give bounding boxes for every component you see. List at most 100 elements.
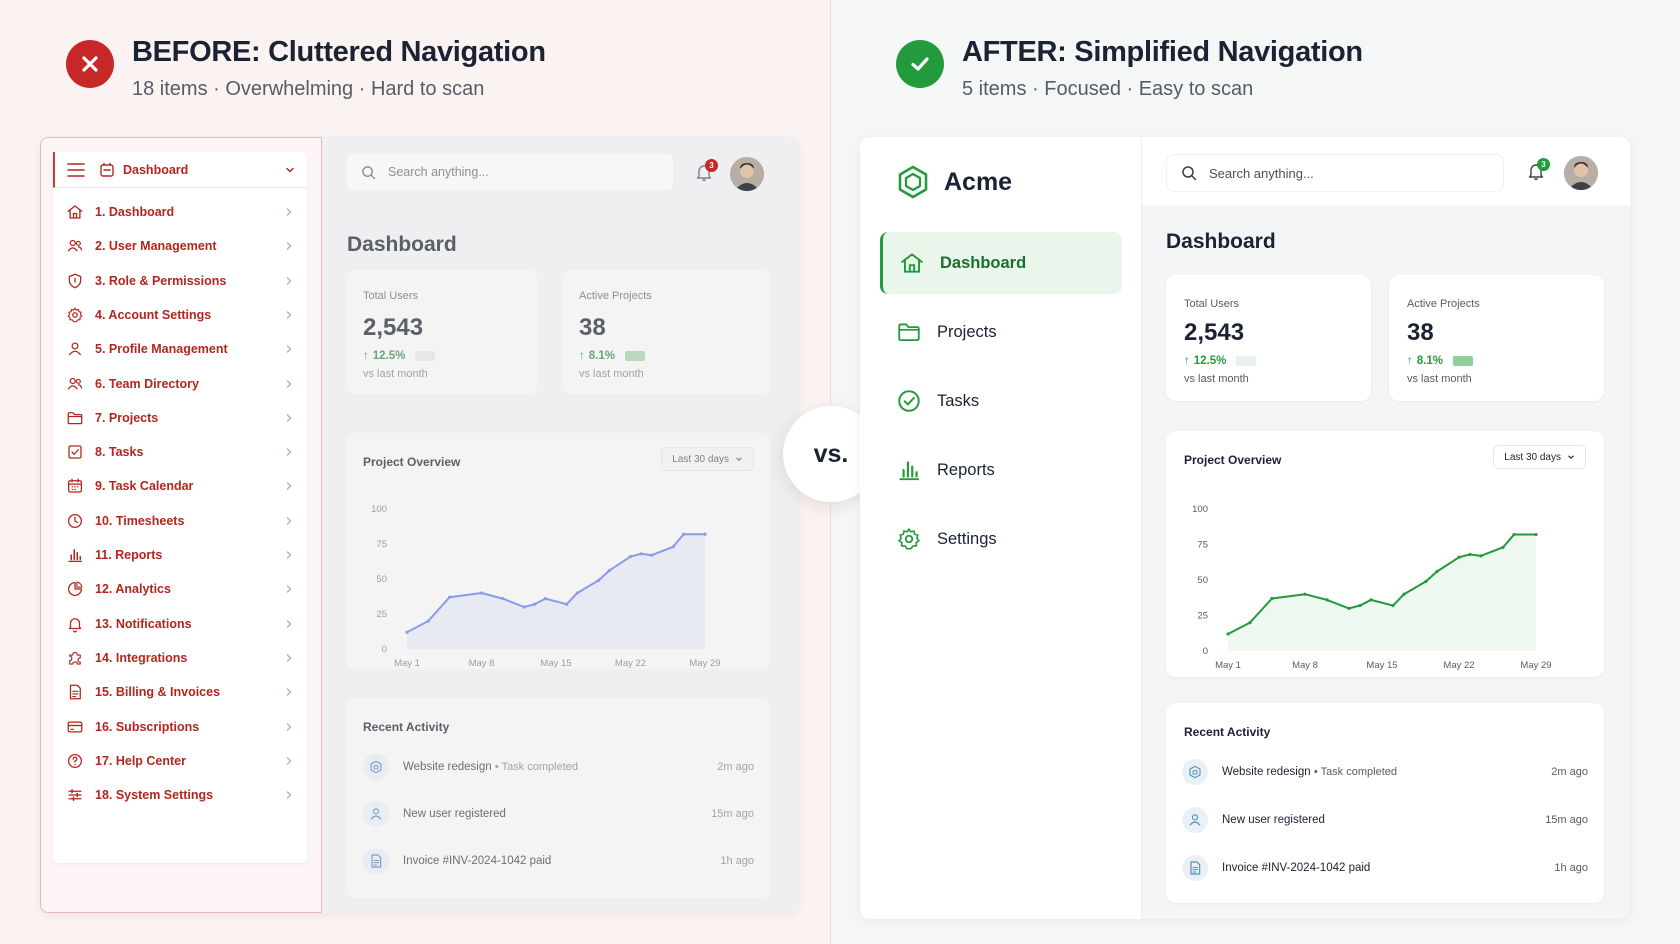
activity-title: Invoice #INV-2024-1042 paid bbox=[1222, 862, 1371, 874]
avatar[interactable] bbox=[1564, 156, 1598, 190]
home-icon bbox=[65, 202, 85, 222]
after-nav-item-label: Dashboard bbox=[940, 253, 1027, 272]
data-point bbox=[1435, 569, 1439, 574]
activity-row[interactable]: Invoice #INV-2024-1042 paid 1h ago bbox=[1182, 853, 1588, 883]
y-tick-label: 0 bbox=[1203, 646, 1208, 657]
x-tick-label: May 22 bbox=[1443, 660, 1474, 671]
before-search-input[interactable]: Search anything... bbox=[347, 154, 673, 190]
stat-delta: ↑ 12.5% bbox=[1184, 355, 1257, 367]
avatar[interactable] bbox=[730, 157, 764, 191]
data-point bbox=[1501, 545, 1505, 549]
brand[interactable]: Acme bbox=[896, 165, 1012, 199]
before-nav-item[interactable]: 4. Account Settings bbox=[53, 299, 307, 331]
data-point bbox=[501, 597, 505, 601]
after-notification-button[interactable]: 3 bbox=[1527, 158, 1550, 186]
after-recent-activity-card: Recent Activity Website redesign • Task … bbox=[1166, 703, 1604, 903]
data-point bbox=[426, 619, 430, 623]
stat-delta: ↑ 8.1% bbox=[579, 350, 645, 362]
y-tick-label: 25 bbox=[376, 609, 387, 620]
data-point bbox=[628, 555, 633, 559]
before-page-title: Dashboard bbox=[347, 233, 457, 256]
before-nav-item[interactable]: 7. Projects bbox=[53, 402, 307, 434]
data-point bbox=[650, 553, 654, 557]
before-nav-item[interactable]: 5. Profile Management bbox=[53, 333, 307, 365]
before-nav-item[interactable]: 8. Tasks bbox=[53, 436, 307, 468]
activity-row[interactable]: Website redesign • Task completed 2m ago bbox=[363, 752, 754, 782]
data-point bbox=[671, 545, 675, 549]
data-point bbox=[596, 578, 601, 582]
before-nav-item[interactable]: 10. Timesheets bbox=[53, 505, 307, 537]
before-nav-item[interactable]: 2. User Management bbox=[53, 230, 307, 262]
date-range-dropdown[interactable]: Last 30 days bbox=[661, 447, 754, 471]
x-tick-label: May 1 bbox=[1215, 660, 1241, 671]
activity-row[interactable]: New user registered 15m ago bbox=[363, 799, 754, 829]
data-point bbox=[1457, 555, 1461, 559]
before-nav-item[interactable]: 16. Subscriptions bbox=[53, 711, 307, 743]
after-title: AFTER: Simplified Navigation bbox=[962, 36, 1363, 68]
notification-count-badge: 3 bbox=[705, 159, 718, 172]
activity-row[interactable]: Invoice #INV-2024-1042 paid 1h ago bbox=[363, 846, 754, 876]
series-line bbox=[1227, 533, 1537, 635]
credit-card-icon bbox=[65, 717, 85, 737]
before-search-placeholder: Search anything... bbox=[388, 165, 489, 179]
before-nav-item[interactable]: 15. Billing & Invoices bbox=[53, 676, 307, 708]
home-icon bbox=[899, 250, 925, 276]
after-nav-item[interactable]: Settings bbox=[880, 508, 1122, 570]
nav-dashboard-dropdown[interactable]: Dashboard bbox=[53, 152, 307, 188]
after-nav-item[interactable]: Tasks bbox=[880, 370, 1122, 432]
after-topbar: Search anything... 3 bbox=[1142, 137, 1630, 207]
after-search-input[interactable]: Search anything... bbox=[1166, 154, 1504, 192]
users-icon bbox=[65, 374, 85, 394]
before-nav-item[interactable]: 3. Role & Permissions bbox=[53, 265, 307, 297]
activity-title: New user registered bbox=[1222, 814, 1325, 826]
before-nav-item[interactable]: 13. Notifications bbox=[53, 608, 307, 640]
before-nav-item[interactable]: 6. Team Directory bbox=[53, 368, 307, 400]
data-point bbox=[1325, 598, 1329, 602]
date-range-label: Last 30 days bbox=[1504, 451, 1561, 463]
calendar-icon bbox=[65, 476, 85, 496]
activity-title: Website redesign bbox=[403, 761, 492, 773]
chevron-down-icon bbox=[1568, 455, 1574, 459]
before-nav-item[interactable]: 1. Dashboard bbox=[53, 196, 307, 228]
arrow-up-icon: ↑ bbox=[1407, 355, 1413, 367]
before-nav-item[interactable]: 17. Help Center bbox=[53, 745, 307, 777]
chevron-right-icon bbox=[286, 791, 292, 799]
user-icon bbox=[363, 801, 389, 827]
y-tick-label: 100 bbox=[1192, 504, 1208, 515]
stat-label: Total Users bbox=[1184, 298, 1240, 310]
chevron-right-icon bbox=[286, 345, 292, 353]
before-heading: BEFORE: Cluttered Navigation 18 items · … bbox=[66, 36, 546, 101]
activity-time: 2m ago bbox=[1551, 766, 1588, 778]
after-nav-item-label: Tasks bbox=[937, 391, 980, 410]
after-nav-item[interactable]: Reports bbox=[880, 439, 1122, 501]
data-point bbox=[1248, 621, 1252, 625]
menu-icon[interactable] bbox=[67, 162, 85, 177]
before-nav-item[interactable]: 9. Task Calendar bbox=[53, 470, 307, 502]
series-area bbox=[1228, 534, 1536, 651]
chevron-down-icon bbox=[286, 167, 294, 172]
x-tick-label: May 29 bbox=[689, 658, 720, 669]
after-nav-item-label: Reports bbox=[937, 460, 995, 479]
stat-delta: ↑ 8.1% bbox=[1407, 355, 1473, 367]
before-nav-item[interactable]: 18. System Settings bbox=[53, 779, 307, 811]
date-range-dropdown[interactable]: Last 30 days bbox=[1493, 445, 1586, 469]
after-nav-item-label: Projects bbox=[937, 322, 997, 341]
before-nav-item[interactable]: 14. Integrations bbox=[53, 642, 307, 674]
hexagon-logo-icon bbox=[898, 165, 928, 199]
arrow-up-icon: ↑ bbox=[363, 350, 369, 362]
before-nav-item[interactable]: 11. Reports bbox=[53, 539, 307, 571]
activity-text: New user registered bbox=[403, 808, 506, 820]
before-nav-item-label: 6. Team Directory bbox=[95, 376, 199, 391]
activity-row[interactable]: New user registered 15m ago bbox=[1182, 805, 1588, 835]
activity-row[interactable]: Website redesign • Task completed 2m ago bbox=[1182, 757, 1588, 787]
after-nav-item[interactable]: Dashboard bbox=[880, 232, 1122, 294]
activity-time: 1h ago bbox=[720, 855, 754, 867]
data-point bbox=[607, 569, 611, 573]
after-nav-item[interactable]: Projects bbox=[880, 301, 1122, 363]
activity-title: New user registered bbox=[403, 808, 506, 820]
before-notification-button[interactable]: 3 bbox=[695, 159, 718, 187]
dashboard-icon bbox=[100, 162, 114, 177]
folder-icon bbox=[65, 408, 85, 428]
data-point bbox=[1369, 598, 1373, 602]
before-nav-item[interactable]: 12. Analytics bbox=[53, 573, 307, 605]
